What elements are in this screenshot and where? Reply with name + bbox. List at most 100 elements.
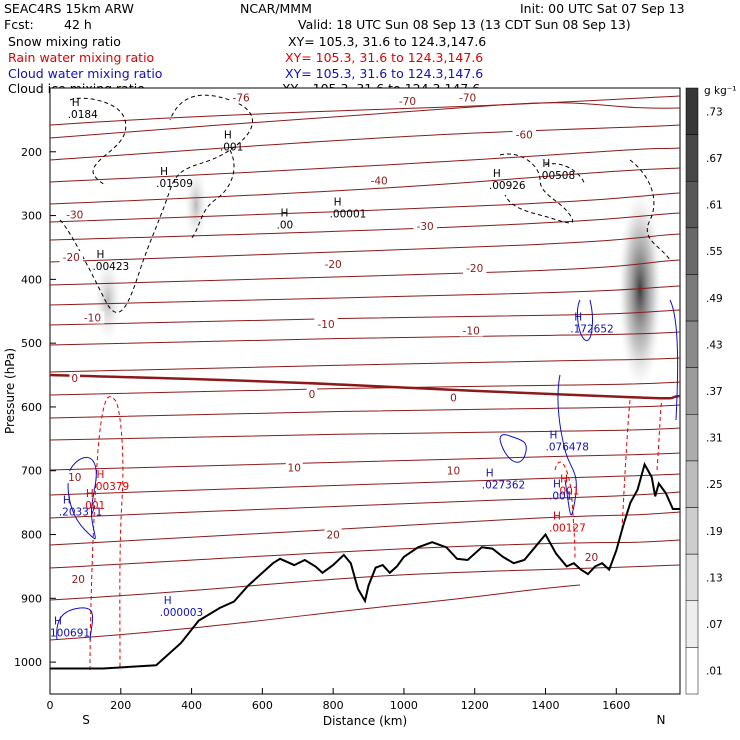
maximum-value-label: .076478	[546, 441, 589, 453]
contour-label-bg	[459, 324, 483, 337]
cloud-water-contour	[67, 456, 97, 540]
y-tick-label: 800	[21, 529, 42, 542]
field-xy-cloud-water: XY= 105.3, 31.6 to 124.3,147.6	[285, 66, 484, 81]
contour-label-bg	[462, 261, 487, 274]
maximum-value-label: 100691	[50, 628, 90, 640]
x-end-label-south: S	[82, 713, 90, 727]
temperature-contour-label: 20	[585, 552, 598, 564]
maximum-marker: H	[96, 249, 104, 261]
maximum-marker: H	[553, 478, 561, 490]
maximum-marker: H	[574, 311, 582, 323]
field-xy-rain: XY= 105.3, 31.6 to 124.3,147.6	[285, 50, 484, 65]
temperature-contour-label: 0	[71, 373, 78, 385]
rain-contour	[554, 461, 576, 561]
rain-contour	[89, 396, 124, 671]
maximum-marker: H	[281, 207, 289, 219]
temp-contour	[50, 233, 680, 263]
model-title: SEAC4RS 15km ARW	[4, 1, 134, 16]
temperature-contour-label: 0	[309, 389, 316, 401]
maximum-value-label: .0184	[68, 109, 98, 121]
maximum-marker: H	[550, 429, 558, 441]
maximum-value-label: .00379	[92, 481, 129, 493]
temp-contour	[50, 102, 680, 139]
temp-contour	[50, 285, 680, 306]
colorbar-segment	[685, 367, 699, 415]
maximum-marker: H	[542, 158, 550, 170]
colorbar-label: .67	[706, 153, 723, 165]
colorbar-label: .19	[706, 526, 723, 538]
temperature-contour-label: 20	[326, 530, 339, 542]
x-tick-label: 200	[110, 699, 131, 712]
temperature-contour-label: -10	[463, 325, 480, 337]
contour-label-bg	[306, 388, 318, 401]
temp-contour	[50, 212, 680, 241]
maximum-value-label: .01509	[156, 178, 193, 190]
maximum-value-label: .001	[556, 485, 579, 497]
maximum-value-label: .001	[82, 500, 105, 512]
colorbar-label: .55	[706, 246, 723, 258]
maximum-value-label: .00127	[549, 522, 586, 534]
maximum-marker: H	[160, 166, 168, 178]
maximum-marker: H	[96, 469, 104, 481]
plot-area	[49, 87, 681, 695]
shade-core-mid	[184, 165, 208, 245]
colorbar-segment	[685, 87, 699, 135]
field-xy-snow: XY= 105.3, 31.6 to 124.3,147.6	[288, 34, 487, 49]
temp-contour	[50, 491, 680, 519]
colorbar-segment	[685, 507, 699, 555]
temp-contour	[50, 584, 581, 641]
contour-label-bg	[512, 128, 537, 141]
field-name-snow: Snow mixing ratio	[8, 34, 121, 49]
temp-contour	[50, 167, 680, 205]
maximum-marker: H	[63, 494, 71, 506]
x-tick-label: 1000	[390, 699, 418, 712]
freezing-level-contour	[50, 373, 680, 400]
maximum-value-label: .00	[277, 219, 294, 231]
cloud-water-contour	[669, 299, 679, 421]
colorbar-label: .49	[706, 293, 723, 305]
colorbar-segment	[685, 553, 699, 602]
colorbar-label: .13	[706, 572, 723, 584]
colorbar-segment	[685, 227, 699, 275]
contour-label-bg	[285, 461, 303, 474]
temp-contour	[50, 357, 680, 373]
contour-label-bg	[66, 471, 84, 484]
temperature-contour-label: -10	[84, 313, 101, 325]
cloud-water-contour	[499, 434, 527, 463]
colorbar-label: .01	[706, 666, 723, 678]
maximum-value-label: .00423	[92, 261, 129, 273]
maximum-value-label: .203371	[59, 506, 102, 518]
contour-label-bg	[413, 219, 437, 232]
colorbar-unit: g kg⁻¹	[704, 85, 737, 97]
cloud-water-contour	[56, 607, 93, 641]
colorbar-label: .25	[706, 479, 723, 491]
contour-label-bg	[395, 94, 420, 107]
maximum-marker: H	[486, 468, 494, 480]
colorbar-segment	[685, 600, 699, 648]
temperature-contour-label: 10	[68, 472, 81, 484]
contour-label-bg	[583, 550, 601, 563]
y-tick-label: 1000	[14, 656, 42, 669]
contour-label-bg	[448, 391, 459, 404]
colorbar-segment	[685, 647, 699, 695]
temp-contour	[50, 95, 680, 126]
maximum-marker: H	[54, 616, 62, 628]
temp-contour	[50, 539, 680, 569]
temp-contour	[50, 404, 680, 419]
colorbar-label: .61	[706, 200, 723, 212]
x-tick-label: 600	[252, 699, 273, 712]
colorbar-segment	[685, 414, 699, 462]
maximum-value-label: .00508	[538, 170, 575, 182]
temperature-contour-label: -76	[233, 93, 250, 105]
y-tick-label: 300	[21, 210, 42, 223]
maximum-value-label: .001	[549, 490, 572, 502]
maximum-marker: H	[72, 97, 80, 109]
x-tick-label: 1400	[532, 699, 560, 712]
field-name-cloud-water: Cloud water mixing ratio	[8, 66, 163, 81]
temp-contour	[50, 309, 680, 326]
y-tick-label: 500	[21, 337, 42, 350]
temp-contour	[50, 511, 680, 546]
temperature-contour-label: -30	[417, 221, 434, 233]
rain-contour	[656, 399, 663, 471]
x-tick-label: 800	[323, 699, 344, 712]
